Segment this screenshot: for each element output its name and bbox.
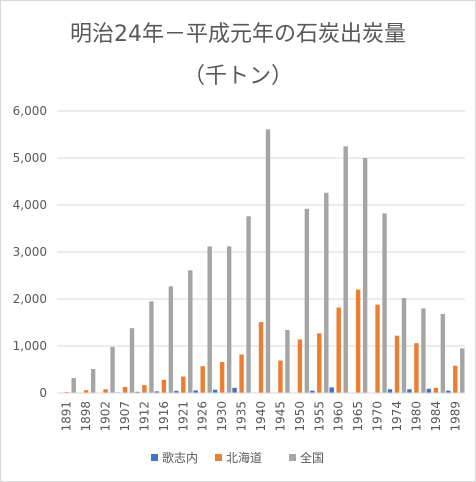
legend-swatch-2: [289, 454, 296, 461]
y-tick-label: 3,000: [13, 245, 47, 259]
bar-series-0: [193, 390, 198, 393]
x-tick-label: 1926: [196, 401, 210, 432]
bar-series-0: [407, 389, 412, 393]
bar-series-0: [387, 389, 393, 393]
bar-series-1: [219, 361, 225, 393]
bar-series-0: [329, 387, 334, 393]
bar-series-1: [258, 322, 264, 393]
x-tick-label: 1930: [215, 401, 229, 432]
bar-series-0: [446, 390, 451, 393]
bar-series-1: [142, 385, 147, 393]
bar-series-1: [122, 386, 128, 393]
bar-series-1: [355, 289, 361, 393]
bar-series-2: [207, 246, 212, 393]
bar-series-2: [149, 301, 154, 393]
bar-series-2: [401, 298, 407, 393]
bar-series-1: [453, 365, 458, 393]
chart-title: 明治24年－平成元年の石炭出炭量: [70, 22, 406, 47]
bar-series-1: [433, 387, 439, 393]
bar-series-2: [265, 129, 271, 393]
x-tick-label: 1916: [157, 401, 171, 432]
bar-series-1: [239, 354, 244, 393]
bar-series-1: [181, 376, 186, 393]
x-tick-label: 1960: [332, 401, 346, 432]
bar-series-0: [174, 390, 179, 393]
x-tick-label: 1907: [118, 401, 132, 432]
bar-series-2: [129, 328, 135, 393]
bar-series-2: [382, 213, 387, 393]
bar-series-1: [414, 343, 419, 393]
legend: 歌志内 北海道 全国: [151, 450, 324, 465]
bar-series-1: [375, 304, 380, 393]
x-tick-label: 1950: [293, 401, 307, 432]
x-tick-label: 1974: [390, 401, 404, 432]
bar-series-2: [285, 330, 290, 393]
x-tick-label: 1935: [235, 401, 249, 432]
bar-series-1: [200, 366, 205, 393]
x-tick-label: 1984: [429, 401, 443, 432]
y-tick-label: 2,000: [13, 292, 47, 306]
bar-series-2: [168, 286, 174, 393]
chart-subtitle: （千トン）: [183, 64, 293, 89]
bar-series-1: [278, 360, 283, 393]
y-tick-label: 6,000: [13, 104, 47, 118]
bar-series-2: [440, 314, 446, 393]
x-tick-label: 1891: [60, 401, 74, 432]
legend-label-0: 歌志内: [162, 450, 198, 465]
bar-series-2: [304, 208, 310, 393]
bar-series-2: [226, 246, 232, 393]
y-tick-label: 5,000: [13, 151, 47, 165]
legend-label-1: 北海道: [226, 450, 262, 465]
legend-swatch-0: [151, 454, 158, 461]
bar-series-1: [103, 389, 108, 393]
x-tick-label: 1970: [371, 401, 385, 432]
bar-series-2: [246, 216, 251, 393]
x-tick-label: 1912: [137, 401, 151, 432]
x-tick-label: 1980: [409, 401, 423, 432]
bar-series-0: [426, 388, 432, 393]
y-axis-ticks: 0 1,000 2,000 3,000 4,000 5,000 6,000: [13, 104, 47, 400]
bar-series-2: [460, 348, 465, 393]
bar-series-0: [135, 391, 140, 393]
bar-series-1: [394, 335, 400, 393]
y-tick-label: 4,000: [13, 198, 47, 212]
bar-series-1: [83, 390, 89, 393]
y-tick-label: 0: [39, 386, 47, 400]
legend-swatch-1: [215, 454, 222, 461]
x-tick-label: 1945: [273, 401, 287, 432]
bar-series-0: [232, 387, 237, 393]
bars: [64, 129, 465, 393]
x-tick-label: 1955: [312, 401, 326, 432]
x-axis-ticks: 1891 1898 1902 1907 1912 1916 1921 1926 1930 1935…: [60, 401, 463, 432]
bar-series-0: [212, 389, 218, 393]
bar-series-1: [161, 379, 167, 393]
x-tick-label: 1898: [79, 401, 93, 432]
bar-series-1: [317, 333, 322, 393]
x-tick-label: 1989: [448, 401, 462, 432]
x-tick-label: 1902: [99, 401, 113, 432]
bar-series-2: [421, 308, 426, 393]
bar-series-0: [310, 390, 315, 393]
x-tick-label: 1940: [254, 401, 268, 432]
bar-series-0: [154, 391, 160, 393]
bar-series-2: [90, 369, 96, 393]
x-tick-label: 1921: [176, 401, 190, 432]
bar-series-2: [188, 270, 193, 393]
y-tick-label: 1,000: [13, 339, 47, 353]
bar-series-2: [362, 158, 368, 393]
bar-series-1: [297, 339, 303, 393]
bar-series-2: [324, 192, 329, 393]
bar-series-2: [110, 346, 115, 393]
bar-series-2: [343, 146, 348, 393]
bar-series-2: [71, 377, 76, 393]
x-tick-label: 1965: [351, 401, 365, 432]
bar-series-1: [336, 307, 341, 393]
legend-label-2: 全国: [300, 450, 324, 465]
